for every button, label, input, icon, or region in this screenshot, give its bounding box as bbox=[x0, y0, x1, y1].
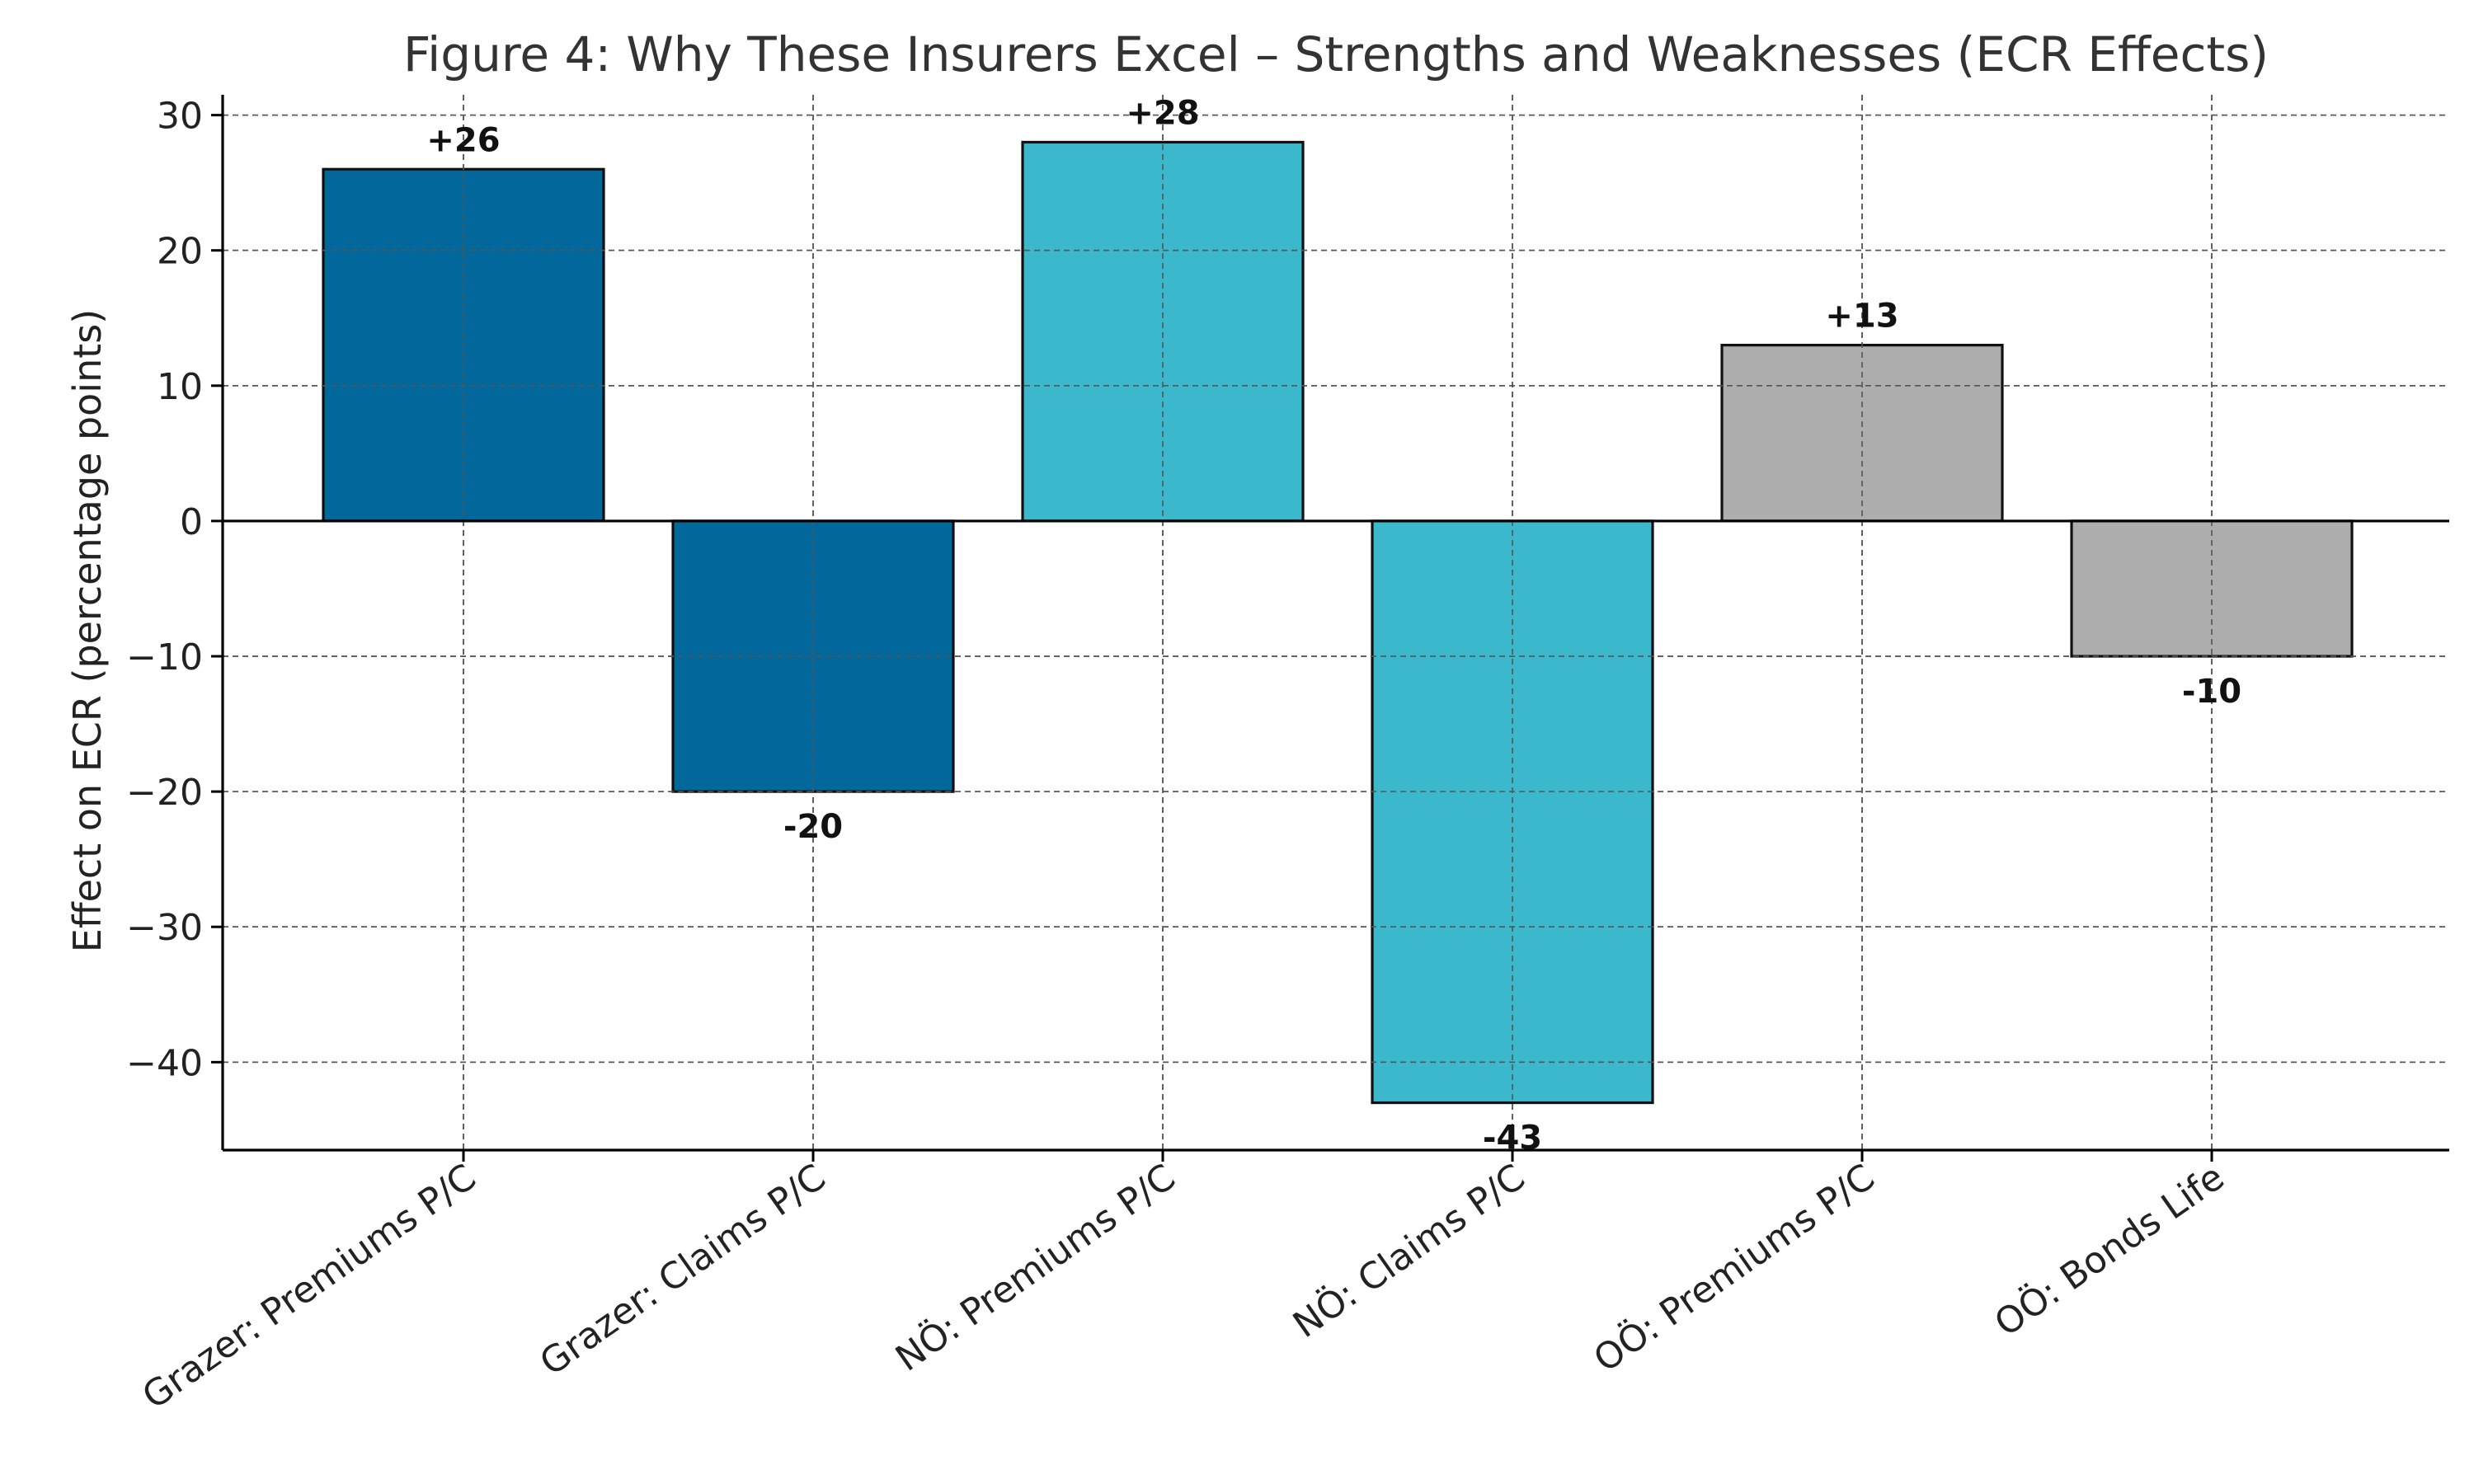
y-tick-label: −20 bbox=[126, 772, 203, 814]
chart-title: Figure 4: Why These Insurers Excel – Str… bbox=[403, 26, 2269, 82]
x-tick-label: Grazer: Premiums P/C bbox=[135, 1156, 484, 1417]
axes bbox=[221, 95, 2449, 1152]
data-label: +26 bbox=[426, 121, 500, 159]
x-tick-label: OÖ: Premiums P/C bbox=[1586, 1155, 1882, 1380]
y-ticks: 30 20 10 0 −10 −20 −30 −40 bbox=[126, 96, 223, 1084]
y-tick-label: −40 bbox=[126, 1042, 203, 1084]
y-tick-label: −30 bbox=[126, 907, 203, 949]
y-tick-label: −10 bbox=[126, 636, 203, 679]
y-tick-label: 20 bbox=[157, 231, 203, 273]
data-label: -10 bbox=[2182, 673, 2241, 711]
data-label: -20 bbox=[783, 808, 843, 846]
data-label: -43 bbox=[1483, 1120, 1542, 1158]
y-axis-title: Effect on ECR (percentage points) bbox=[65, 309, 110, 952]
data-label: +28 bbox=[1126, 94, 1199, 132]
data-labels: +26 -20 +28 -43 +13 -10 bbox=[426, 94, 2241, 1157]
y-tick-label: 10 bbox=[157, 366, 203, 408]
bars bbox=[223, 95, 2449, 1150]
x-ticks: Grazer: Premiums P/C Grazer: Claims P/C NÖ… bbox=[135, 1150, 2232, 1417]
x-tick-label: Grazer: Claims P/C bbox=[533, 1156, 834, 1384]
data-label: +13 bbox=[1825, 298, 1898, 336]
x-tick-label: NÖ: Premiums P/C bbox=[888, 1155, 1183, 1379]
x-tick-label: OÖ: Bonds Life bbox=[1987, 1155, 2232, 1345]
x-tick-label: NÖ: Claims P/C bbox=[1286, 1155, 1533, 1346]
y-tick-label: 30 bbox=[157, 96, 203, 138]
y-tick-label: 0 bbox=[180, 501, 203, 543]
